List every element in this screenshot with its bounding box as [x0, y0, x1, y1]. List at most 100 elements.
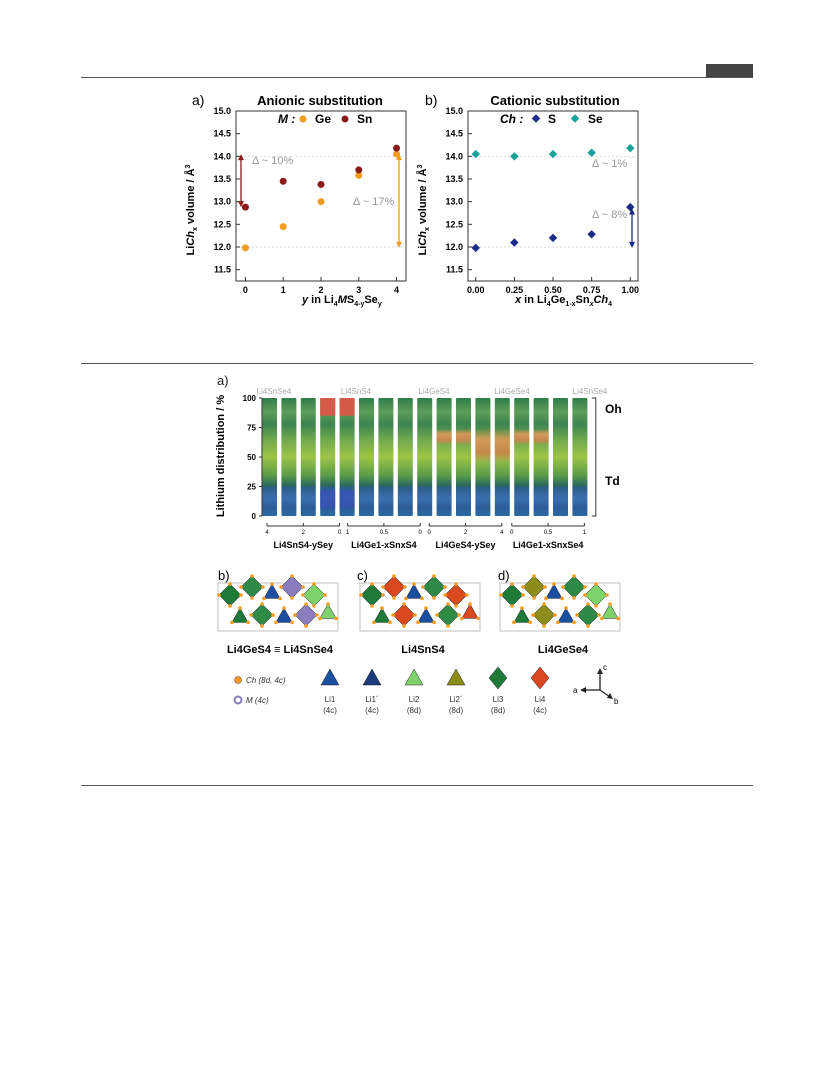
chart-a-point-ge [241, 244, 249, 252]
chart-b-y-tick-label: 13.0 [445, 197, 463, 207]
chalcogen-atom [391, 613, 395, 617]
chalcogen-atom [270, 582, 274, 586]
atom-m-icon [233, 695, 243, 705]
site-name: Li2 [409, 695, 420, 704]
chalcogen-atom [594, 582, 598, 586]
chalcogen-atom [413, 613, 417, 617]
figure-2a-label: a) [217, 373, 229, 388]
site-name: Li2´ [449, 695, 462, 704]
site-icon-li3 [488, 666, 508, 690]
chart-anionic: a) Anionic substitution M : Ge Sn Δ ~ 10… [184, 92, 407, 308]
chalcogen-atom [290, 574, 294, 578]
chalcogen-atom [246, 620, 250, 625]
chart-a-y-tick-label: 15.0 [213, 106, 231, 116]
chart-b-y-tick-label: 14.5 [445, 129, 463, 139]
chart-b-point-se [587, 148, 596, 157]
chart-b-x-tick-label: 0.50 [544, 285, 562, 295]
chalcogen-atom [260, 624, 264, 628]
structure-li4gese4 [499, 574, 621, 632]
heatmap-strip [417, 398, 433, 516]
chart-a-point-ge [279, 223, 287, 231]
polyhedron [373, 607, 391, 623]
caption-b: Li4GeS4 ≡ Li4SnSe4 [227, 644, 334, 656]
site-name: Li4 [535, 695, 546, 704]
heatmap-group-tick-label: 4 [500, 530, 504, 536]
chalcogen-atom [282, 606, 286, 610]
heatmap-top-labels: Li4SnSe4 Li4SnS4 Li4GeS4 Li4GeSe4 Li4SnSe4 [257, 387, 608, 396]
polyhedron [532, 603, 556, 627]
unit-cell-outline [217, 582, 339, 632]
chalcogen-atom [250, 574, 254, 578]
legend-marker-sn [341, 115, 349, 123]
site-name: Li1 [325, 695, 336, 704]
legend-marker-ge [299, 115, 307, 123]
heatmap-strip [339, 398, 355, 516]
chalcogen-atom [543, 585, 547, 589]
heatmap-strip [456, 398, 471, 516]
chart-b-y-tick-label: 13.5 [445, 174, 463, 184]
chalcogen-atom [510, 604, 514, 608]
chalcogen-atom [454, 604, 458, 608]
axes-triad-icon: c a b [573, 663, 619, 706]
chart-b-y-tick-label: 15.0 [445, 106, 463, 116]
chalcogen-atom [597, 613, 601, 617]
heatmap-group-tick-label: 0 [510, 530, 514, 536]
chart-a-point-ge [317, 198, 325, 206]
annotation-delta-10: Δ ~ 10% [252, 155, 294, 167]
chart-b-point-s [471, 243, 480, 253]
chart-b-point-s [510, 238, 519, 247]
structure-li4ges4 [217, 574, 339, 632]
chalcogen-atom [457, 613, 461, 617]
chalcogen-atom [420, 596, 424, 601]
chalcogen-atom [392, 596, 396, 600]
chart-a-x-tick-label: 2 [318, 285, 323, 295]
heatmap-group-label: Li4Ge1-xSnxS4 [351, 540, 417, 550]
chart-a-y-tick-label: 11.5 [214, 265, 231, 275]
heatmap-strip [378, 398, 394, 516]
chart-b-point-s [626, 202, 635, 212]
polyhedron [500, 583, 524, 607]
heatmap-y-tick-label: 75 [247, 424, 256, 433]
polyhedron [218, 583, 242, 607]
heatmap-li2-band [533, 428, 549, 446]
arrow-delta-17-head-up [396, 154, 402, 161]
heatmap-group-label: Li4Ge1-xSnxSe4 [513, 540, 584, 550]
chalcogen-atom [532, 574, 536, 578]
chalcogen-atom [572, 596, 576, 600]
chart-b-point-s [587, 230, 596, 239]
polyhedron [360, 583, 384, 607]
polyhedron [319, 603, 337, 619]
chart-a-point-sn [241, 203, 249, 211]
heatmap-group-tick-label: 0 [419, 530, 423, 536]
structure-li4sns4 [359, 574, 481, 632]
polyhedron [417, 607, 435, 623]
chart-b-title: Cationic substitution [490, 93, 619, 108]
chalcogen-atom [608, 602, 612, 606]
heatmap-strip [533, 398, 549, 516]
site-icon-li1 [320, 668, 340, 686]
chalcogen-atom [616, 616, 620, 621]
chalcogen-atom [392, 574, 396, 578]
chart-a-point-sn [279, 177, 287, 185]
heatmap-strip [281, 398, 297, 516]
chart-b-x-tick-label: 0.25 [506, 285, 524, 295]
chalcogen-atom [380, 606, 384, 610]
figure-1: a) Anionic substitution M : Ge Sn Δ ~ 10… [184, 92, 639, 308]
chart-a-y-tick-label: 14.0 [213, 151, 231, 161]
annotation-delta-1: Δ ~ 1% [592, 158, 627, 170]
legend-marker-s [531, 114, 541, 123]
chart-b-ylabel: LiChx volume / Å3 [416, 164, 431, 255]
chart-b-y-tick-label: 14.0 [445, 151, 463, 161]
polyhedron [405, 583, 423, 599]
chalcogen-atom [499, 593, 503, 597]
polyhedron [545, 583, 563, 599]
heatmap-strip [262, 398, 277, 516]
chart-b-point-s [548, 233, 558, 243]
legend-label-se: Se [588, 112, 603, 126]
heatmap-top-label: Li4GeSe4 [494, 387, 530, 396]
chalcogen-atom [432, 596, 436, 600]
chalcogen-atom [586, 624, 590, 628]
chalcogen-atom [594, 604, 598, 608]
polyhedron [240, 575, 264, 599]
polyhedron [263, 583, 281, 599]
